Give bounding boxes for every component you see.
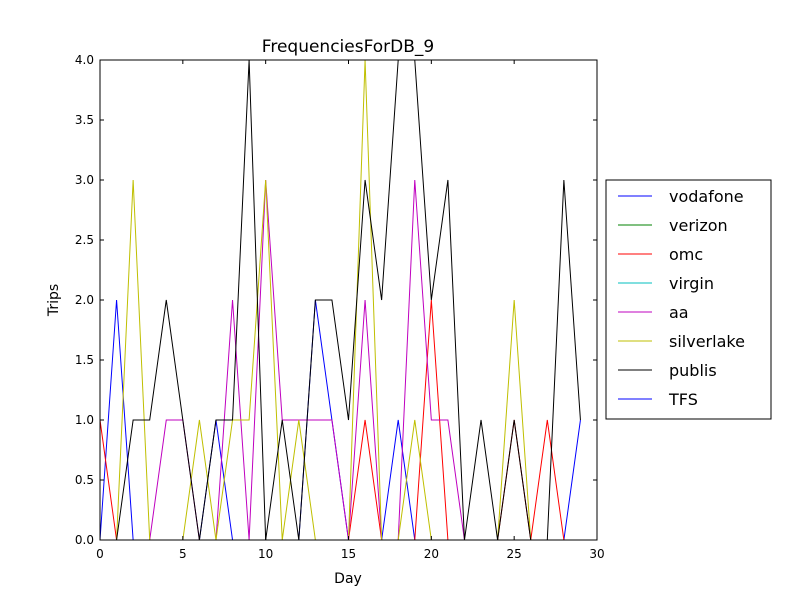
legend-label-vodafone: vodafone [669,187,744,206]
y-tick-label: 0.5 [75,473,94,487]
x-tick-label: 25 [507,547,522,561]
y-axis: 0.0 0.5 1.0 1.5 2.0 2.5 3.0 3.5 4.0 [75,53,597,547]
x-tick-label: 30 [589,547,604,561]
x-tick-label: 5 [179,547,187,561]
y-tick-label: 1.0 [75,413,94,427]
x-tick-label: 20 [424,547,439,561]
y-tick-label: 0.0 [75,533,94,547]
x-tick-label: 15 [341,547,356,561]
legend-label-tfs: TFS [668,390,698,409]
legend-label-verizon: verizon [669,216,728,235]
chart-title: FrequenciesForDB_9 [262,37,434,57]
x-tick-label: 0 [96,547,104,561]
series-line-publis-6 [100,59,581,541]
legend-label-virgin: virgin [669,274,714,293]
legend: vodafone verizon omc virgin aa silverlake publ… [605,179,772,420]
y-tick-label: 4.0 [75,53,94,67]
y-axis-title: Trips [46,284,62,317]
legend-label-omc: omc [669,245,703,264]
legend-label-publis: publis [669,361,717,380]
y-tick-label: 2.0 [75,293,94,307]
legend-frame [605,179,772,420]
x-axis: 0 5 10 15 20 25 30 [96,60,605,561]
y-tick-label: 3.0 [75,173,94,187]
legend-label-aa: aa [669,303,689,322]
y-tick-label: 3.5 [75,113,94,127]
y-tick-label: 2.5 [75,233,94,247]
y-tick-label: 1.5 [75,353,94,367]
x-tick-label: 10 [258,547,273,561]
legend-label-silverlake: silverlake [669,332,745,351]
x-axis-title: Day [334,571,362,587]
